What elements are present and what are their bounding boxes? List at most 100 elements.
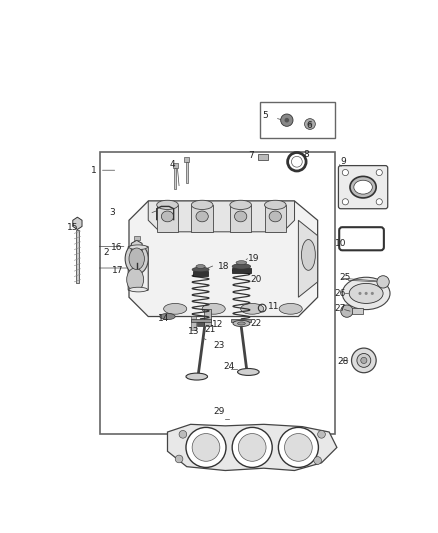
Text: 16: 16 <box>111 243 123 252</box>
Ellipse shape <box>354 180 372 194</box>
Ellipse shape <box>125 244 148 274</box>
Ellipse shape <box>164 303 187 314</box>
Ellipse shape <box>265 200 286 209</box>
Ellipse shape <box>191 200 213 209</box>
Text: 17: 17 <box>112 266 124 275</box>
Ellipse shape <box>129 248 145 270</box>
Ellipse shape <box>342 277 390 310</box>
Ellipse shape <box>157 200 178 209</box>
Text: 2: 2 <box>103 248 109 257</box>
Circle shape <box>175 455 183 463</box>
Circle shape <box>307 122 312 126</box>
Bar <box>134 253 139 263</box>
Circle shape <box>342 169 349 175</box>
Bar <box>258 154 268 160</box>
Polygon shape <box>129 201 318 317</box>
Circle shape <box>279 427 318 467</box>
Ellipse shape <box>196 264 205 269</box>
Ellipse shape <box>349 284 383 303</box>
Circle shape <box>314 457 321 464</box>
FancyBboxPatch shape <box>191 205 213 232</box>
Bar <box>352 308 363 314</box>
Text: 3: 3 <box>110 208 116 217</box>
Bar <box>173 163 177 168</box>
Ellipse shape <box>129 245 148 249</box>
Ellipse shape <box>237 368 259 375</box>
Circle shape <box>285 118 289 123</box>
Bar <box>260 102 335 138</box>
Text: 24: 24 <box>223 362 234 371</box>
Circle shape <box>342 199 349 205</box>
Ellipse shape <box>192 267 209 272</box>
Text: 13: 13 <box>188 327 200 336</box>
Ellipse shape <box>240 303 264 314</box>
Ellipse shape <box>301 239 315 270</box>
Ellipse shape <box>237 322 245 325</box>
Ellipse shape <box>230 200 251 209</box>
Circle shape <box>376 169 382 175</box>
Text: 27: 27 <box>335 304 346 313</box>
Ellipse shape <box>232 264 251 269</box>
Ellipse shape <box>350 176 376 198</box>
Bar <box>174 168 177 189</box>
Bar <box>193 271 208 276</box>
Polygon shape <box>73 217 82 230</box>
Polygon shape <box>131 240 142 256</box>
Polygon shape <box>167 424 337 471</box>
Text: 12: 12 <box>212 320 223 329</box>
Circle shape <box>318 431 325 438</box>
Text: 15: 15 <box>67 223 79 232</box>
Bar <box>191 319 211 322</box>
Text: 18: 18 <box>218 262 229 271</box>
Circle shape <box>371 292 374 295</box>
Text: 11: 11 <box>268 302 279 311</box>
Ellipse shape <box>160 313 175 320</box>
FancyBboxPatch shape <box>265 205 286 232</box>
Bar <box>205 309 211 326</box>
Circle shape <box>364 292 367 295</box>
Ellipse shape <box>161 211 173 222</box>
Circle shape <box>341 305 353 317</box>
Ellipse shape <box>127 268 144 291</box>
Circle shape <box>186 427 226 467</box>
Text: 20: 20 <box>250 275 261 284</box>
Polygon shape <box>298 220 318 297</box>
Ellipse shape <box>236 261 247 264</box>
Circle shape <box>179 431 187 438</box>
Bar <box>184 157 189 161</box>
Ellipse shape <box>186 373 208 380</box>
Circle shape <box>281 114 293 126</box>
Ellipse shape <box>202 303 225 314</box>
Text: 23: 23 <box>214 341 225 350</box>
Circle shape <box>352 348 376 373</box>
FancyBboxPatch shape <box>339 166 388 209</box>
FancyBboxPatch shape <box>128 246 148 290</box>
FancyBboxPatch shape <box>230 205 251 232</box>
Text: 29: 29 <box>214 407 225 416</box>
Text: 1: 1 <box>91 166 96 175</box>
Ellipse shape <box>233 320 250 327</box>
FancyBboxPatch shape <box>157 205 178 232</box>
Ellipse shape <box>234 211 247 222</box>
Text: 25: 25 <box>339 273 350 282</box>
Text: 14: 14 <box>158 313 170 322</box>
Bar <box>197 322 205 326</box>
Bar <box>186 161 188 183</box>
Bar <box>134 237 140 240</box>
Circle shape <box>357 353 371 367</box>
Circle shape <box>361 357 367 364</box>
Text: 19: 19 <box>248 254 260 263</box>
Circle shape <box>376 199 382 205</box>
Text: 10: 10 <box>336 239 347 248</box>
Circle shape <box>304 119 315 130</box>
Text: 9: 9 <box>341 157 346 166</box>
Circle shape <box>358 292 361 295</box>
Ellipse shape <box>269 211 282 222</box>
Bar <box>191 316 196 329</box>
Bar <box>232 268 251 273</box>
Bar <box>100 152 335 434</box>
Ellipse shape <box>129 287 148 292</box>
Text: 7: 7 <box>248 151 254 160</box>
Circle shape <box>238 433 266 461</box>
Ellipse shape <box>279 303 302 314</box>
